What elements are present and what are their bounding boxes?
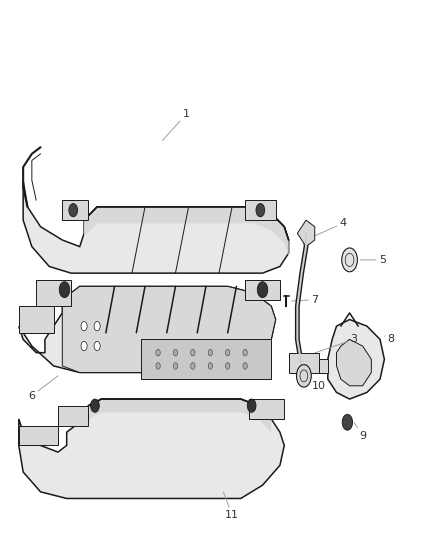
Circle shape [173, 362, 178, 369]
Text: 11: 11 [223, 492, 239, 520]
Polygon shape [245, 200, 276, 220]
Polygon shape [62, 286, 276, 373]
Text: 6: 6 [28, 376, 58, 401]
Text: 9: 9 [354, 422, 366, 440]
Circle shape [59, 282, 70, 297]
Circle shape [247, 399, 256, 413]
Polygon shape [19, 425, 58, 446]
Polygon shape [141, 340, 271, 379]
Polygon shape [19, 306, 53, 333]
Text: 4: 4 [313, 219, 346, 237]
Text: 8: 8 [385, 334, 395, 344]
Polygon shape [245, 280, 280, 300]
Polygon shape [23, 180, 289, 273]
Circle shape [243, 362, 247, 369]
Text: 5: 5 [360, 255, 386, 265]
Polygon shape [19, 399, 284, 498]
Circle shape [94, 342, 100, 351]
Circle shape [91, 399, 99, 413]
Text: 7: 7 [292, 295, 318, 305]
Polygon shape [328, 319, 385, 399]
Text: 10: 10 [311, 377, 326, 391]
Polygon shape [336, 340, 371, 386]
Circle shape [156, 349, 160, 356]
Circle shape [243, 349, 247, 356]
Circle shape [94, 321, 100, 331]
Circle shape [81, 342, 87, 351]
Circle shape [156, 362, 160, 369]
Circle shape [191, 362, 195, 369]
Circle shape [342, 248, 357, 272]
Circle shape [208, 362, 212, 369]
Circle shape [256, 204, 265, 217]
Text: 1: 1 [162, 109, 190, 141]
Circle shape [226, 362, 230, 369]
Polygon shape [289, 353, 319, 373]
Circle shape [226, 349, 230, 356]
Circle shape [342, 414, 353, 430]
Text: 3: 3 [306, 334, 357, 356]
Polygon shape [297, 220, 315, 247]
Circle shape [208, 349, 212, 356]
Polygon shape [36, 280, 71, 306]
Circle shape [257, 282, 268, 297]
Circle shape [69, 204, 78, 217]
Polygon shape [58, 406, 88, 425]
Polygon shape [84, 207, 289, 256]
Polygon shape [19, 286, 276, 373]
Polygon shape [62, 200, 88, 220]
Circle shape [173, 349, 178, 356]
Polygon shape [88, 399, 271, 432]
Circle shape [297, 365, 311, 387]
Polygon shape [250, 399, 284, 419]
Circle shape [81, 321, 87, 331]
Polygon shape [319, 359, 328, 373]
Circle shape [191, 349, 195, 356]
